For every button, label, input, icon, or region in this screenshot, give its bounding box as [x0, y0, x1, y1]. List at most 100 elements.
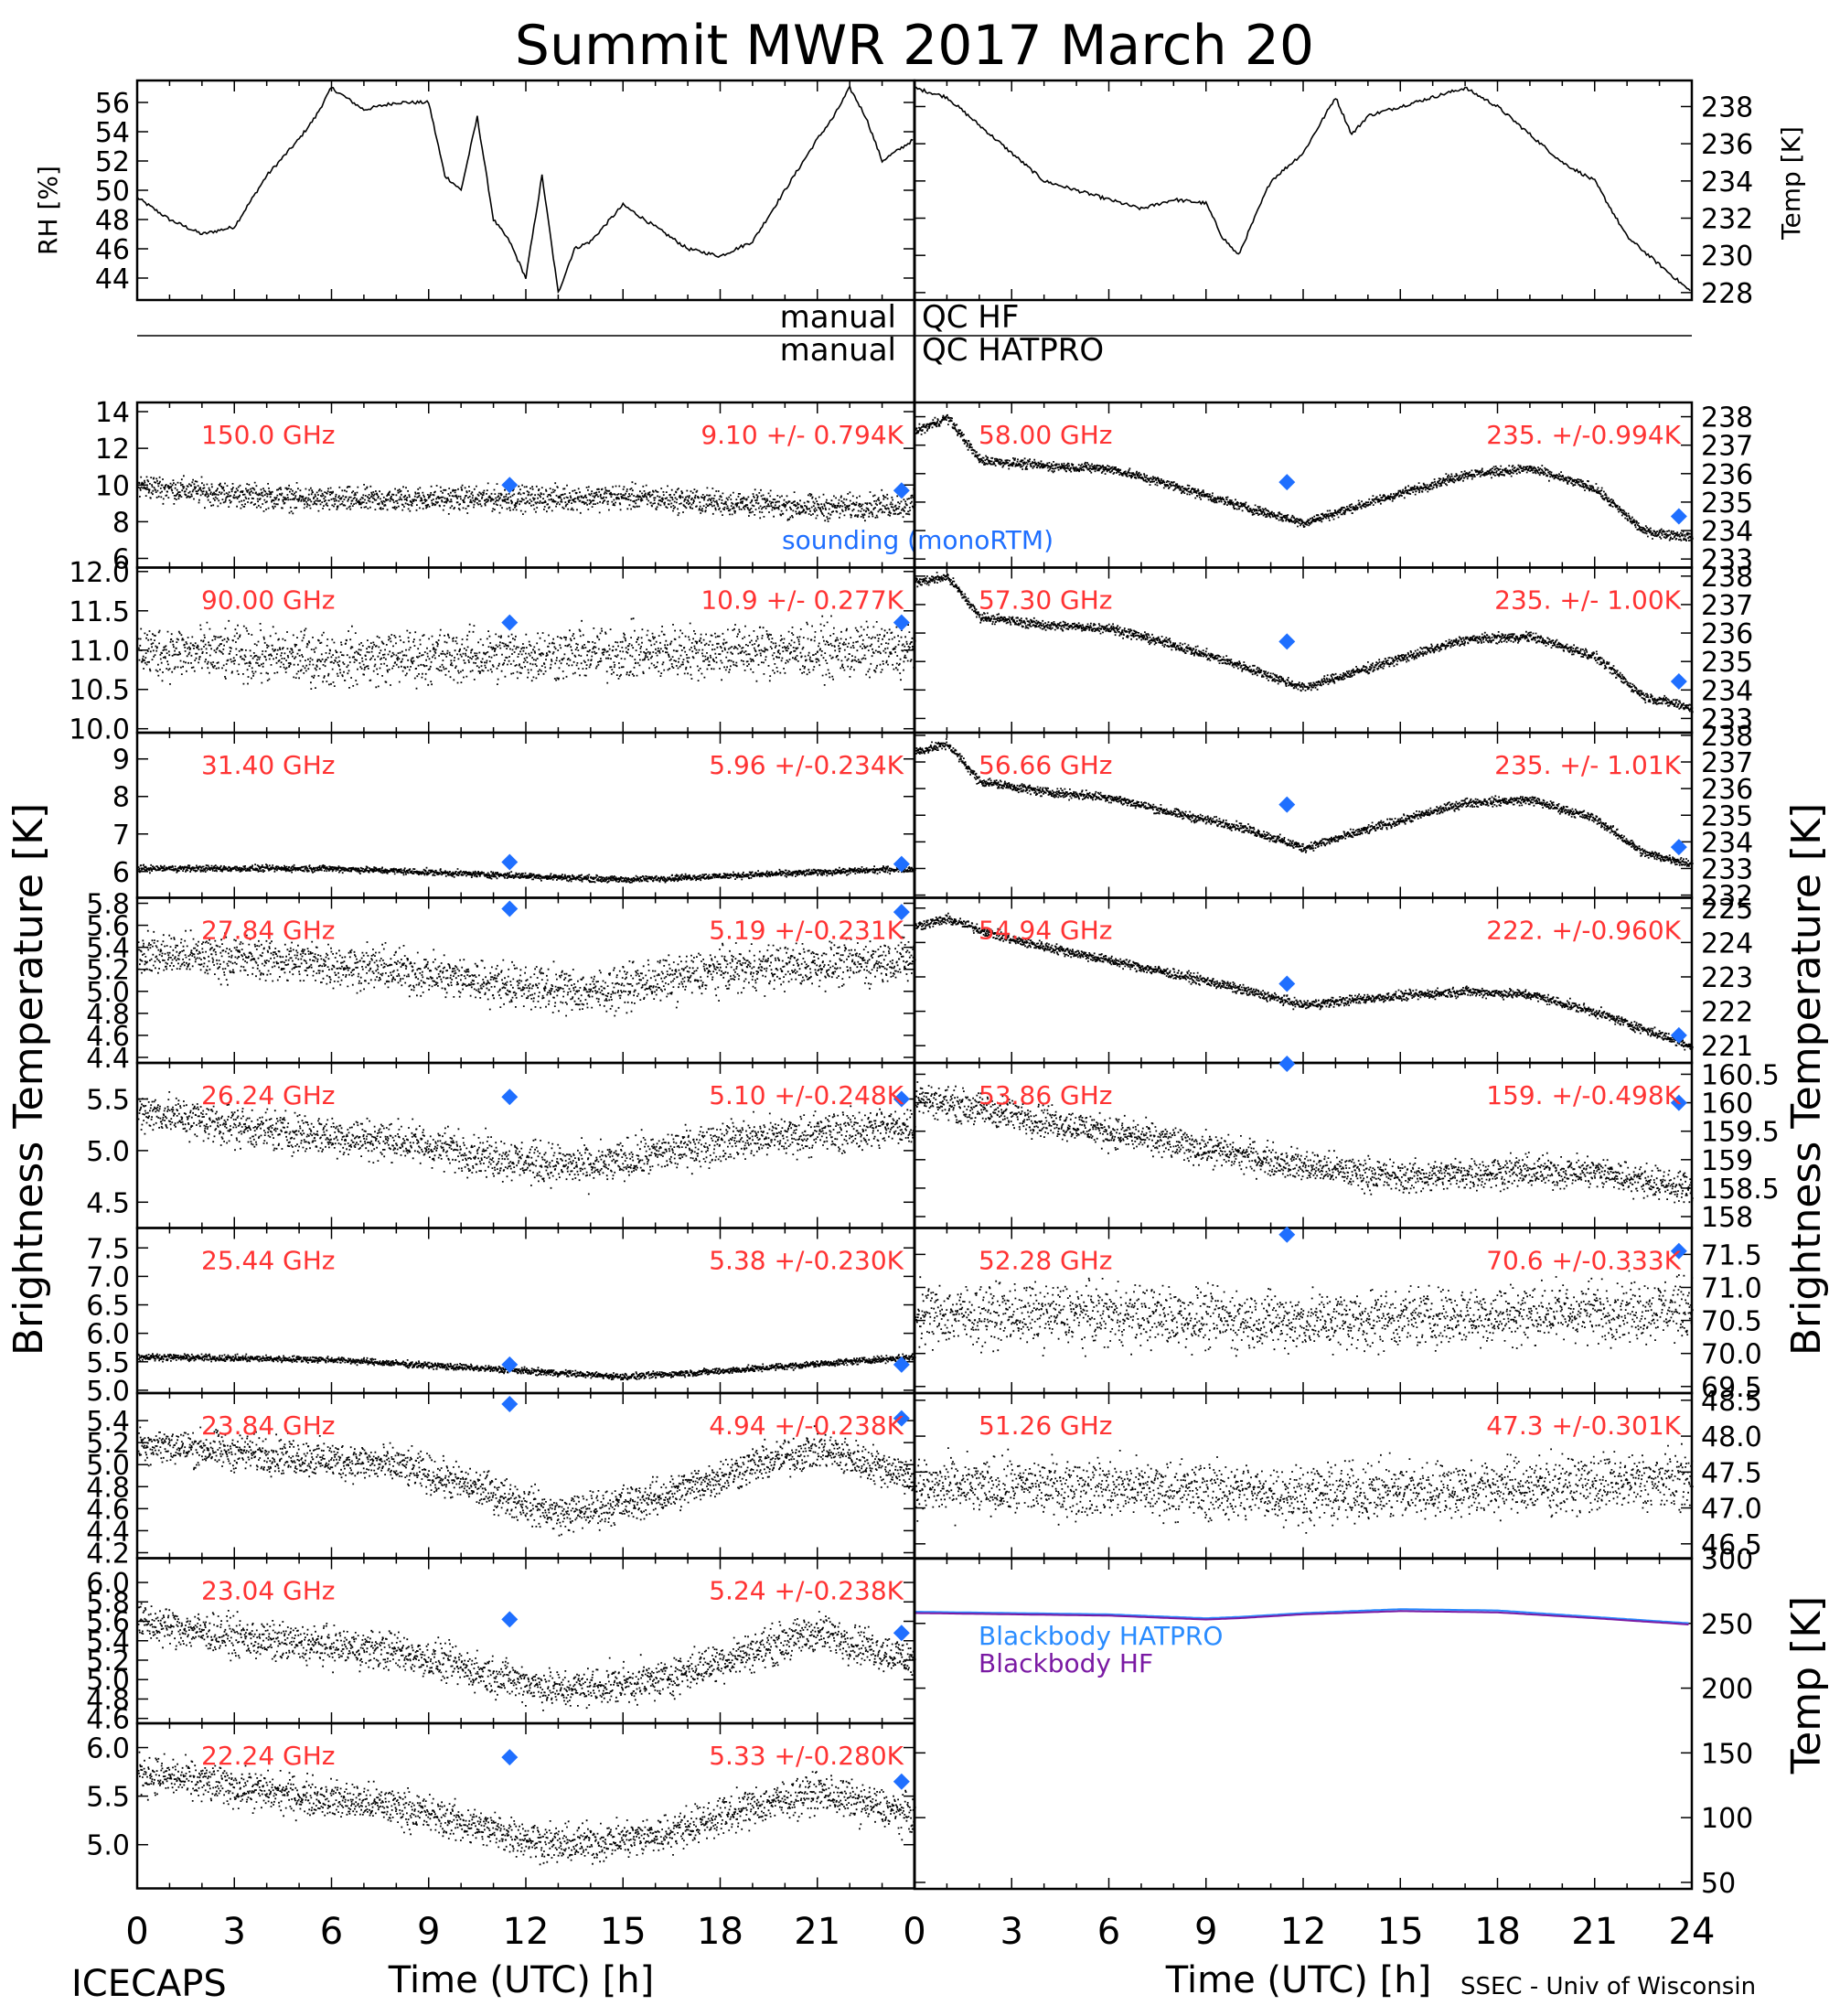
tb_9000-frequency-label: 90.00 GHz	[201, 585, 336, 616]
tb_5494-stat-label: 222. +/-0.960K	[1486, 916, 1681, 946]
x-tick-label-right: 3	[1000, 1911, 1023, 1953]
tb_2784-ytick-label: 5.6	[86, 911, 130, 943]
x-tick-label-right: 12	[1280, 1911, 1327, 1953]
tb_2784-ytick-label: 5.4	[86, 933, 130, 965]
tb_2224-sounding-marker	[501, 1749, 519, 1766]
blackbody-ytick-label: 50	[1701, 1868, 1736, 1900]
tb_2304-sounding-marker	[501, 1611, 519, 1628]
blackbody-series-0	[914, 1608, 1689, 1625]
tb_5386-stat-label: 159. +/-0.498K	[1486, 1080, 1681, 1110]
rh-ytick-label: 44	[95, 263, 130, 295]
tb-left-axis-label: Brightness Temperature [K]	[5, 803, 52, 1356]
blackbody-legend-1: Blackbody HF	[979, 1648, 1153, 1678]
tb_2384-ytick-label: 5.0	[86, 1450, 130, 1482]
x-tick-label-right: 6	[1097, 1911, 1120, 1953]
tb_3140-data-points	[137, 863, 916, 884]
tb_2384-ytick-label: 4.4	[86, 1516, 130, 1548]
tb_2224-data-points	[137, 1751, 916, 1866]
tb_2304-ytick-label: 5.4	[86, 1626, 130, 1658]
blackbody-series-1	[914, 1610, 1689, 1625]
tb_2544-ytick-label: 6.5	[86, 1291, 130, 1323]
tb_2544-stat-label: 5.38 +/-0.230K	[709, 1246, 904, 1276]
tb_150-ytick-label: 12	[95, 434, 130, 466]
blackbody-ytick-label: 100	[1701, 1803, 1753, 1835]
tb_2784-frequency-label: 27.84 GHz	[201, 916, 336, 946]
tb_5800-ytick-label: 236	[1701, 459, 1753, 491]
tb_5800-ytick-label: 234	[1701, 516, 1753, 548]
tb_5666-ytick-label: 234	[1701, 827, 1753, 859]
x-axis-label-left: Time (UTC) [h]	[388, 1959, 654, 2001]
blackbody-ytick-label: 200	[1701, 1674, 1753, 1706]
tb_5730-data-points	[914, 572, 1694, 713]
x-tick-label-left: 0	[125, 1911, 148, 1953]
tb_2544-ytick-label: 5.5	[86, 1347, 130, 1379]
tb_2304-ytick-label: 5.6	[86, 1607, 130, 1639]
tb_2304-ytick-label: 5.2	[86, 1646, 130, 1678]
tb_150-ytick-label: 14	[95, 397, 130, 429]
tb_5730-ytick-label: 237	[1701, 590, 1753, 622]
tb_2784-ytick-label: 5.8	[86, 889, 130, 921]
tb_9000-ytick-label: 11.0	[69, 636, 130, 668]
temp_top-ytick-label: 230	[1701, 241, 1753, 273]
tb_150-sounding-marker	[893, 482, 910, 499]
temp-top-axis-label: Temp [K]	[1776, 126, 1806, 241]
chart-title: Summit MWR 2017 March 20	[515, 14, 1314, 78]
tb_2624-frequency-label: 26.24 GHz	[201, 1080, 336, 1110]
tb_2784-ytick-label: 5.2	[86, 955, 130, 987]
tb_2384-ytick-label: 4.2	[86, 1538, 130, 1570]
tb_5800-ytick-label: 235	[1701, 488, 1753, 520]
rh-axis-label: RH [%]	[33, 166, 63, 255]
rh-ytick-label: 54	[95, 117, 130, 149]
tb_3140-sounding-marker	[501, 853, 519, 871]
qc-hf-left: manual	[780, 299, 896, 336]
tb_5228-ytick-label: 69.5	[1701, 1372, 1762, 1404]
footer-right: SSEC - Univ of Wisconsin	[1460, 1973, 1756, 2000]
tb_2384-ytick-label: 5.4	[86, 1406, 130, 1438]
x-tick-label-left: 21	[794, 1911, 840, 1953]
tb_5730-ytick-label: 238	[1701, 562, 1753, 594]
tb_5494-ytick-label: 223	[1701, 962, 1753, 994]
tb_2384-sounding-marker	[501, 1396, 519, 1413]
tb_5730-sounding-marker	[1278, 633, 1296, 650]
tb_2304-ytick-label: 5.0	[86, 1665, 130, 1697]
tb_5494-ytick-label: 224	[1701, 928, 1753, 960]
tb_5228-sounding-marker	[1670, 1242, 1687, 1260]
tb_2384-ytick-label: 5.2	[86, 1428, 130, 1460]
tb_2304-ytick-label: 5.8	[86, 1587, 130, 1619]
tb_2384-ytick-label: 4.8	[86, 1472, 130, 1504]
tb_5126-ytick-label: 46.5	[1701, 1529, 1762, 1561]
tb_3140-ytick-label: 7	[112, 820, 130, 852]
tb_2624-ytick-label: 4.5	[86, 1187, 130, 1219]
rh-frame	[135, 79, 916, 302]
blackbody-ytick-label: 300	[1701, 1544, 1753, 1576]
x-tick-label-left: 18	[697, 1911, 743, 1953]
tb_5126-ytick-label: 47.5	[1701, 1457, 1762, 1489]
tb_5666-frequency-label: 56.66 GHz	[979, 750, 1113, 780]
footer-left: ICECAPS	[71, 1963, 227, 2005]
tb_2544-ytick-label: 7.5	[86, 1233, 130, 1265]
x-tick-label-right: 18	[1474, 1911, 1521, 1953]
tb_2784-ytick-label: 4.6	[86, 1021, 130, 1053]
tb_3140-stat-label: 5.96 +/-0.234K	[709, 750, 904, 780]
blackbody-ytick-label: 250	[1701, 1609, 1753, 1641]
tb_5126-ytick-label: 48.0	[1701, 1421, 1762, 1453]
qc-hf-right: QC HF	[922, 299, 1019, 336]
tb_5228-ytick-label: 70.0	[1701, 1339, 1762, 1371]
tb_5386-ytick-label: 159.5	[1701, 1117, 1780, 1149]
tb_150-ytick-label: 6	[112, 543, 130, 575]
tb_2224-ytick-label: 6.0	[86, 1733, 130, 1765]
tb_9000-ytick-label: 12.0	[69, 557, 130, 589]
tb_2624-sounding-marker	[893, 1090, 910, 1108]
tb_5800-sounding-marker	[1670, 508, 1687, 525]
x-tick-label-left: 3	[223, 1911, 246, 1953]
tb_5386-ytick-label: 160	[1701, 1088, 1753, 1121]
tb_5386-ytick-label: 158	[1701, 1202, 1753, 1234]
rh-ytick-label: 50	[95, 176, 130, 208]
rh-ytick-label: 56	[95, 88, 130, 120]
tb_5494-ytick-label: 221	[1701, 1031, 1753, 1063]
tb_2304-ytick-label: 6.0	[86, 1568, 130, 1600]
rh-ytick-label: 48	[95, 205, 130, 237]
tb_5666-ytick-label: 236	[1701, 774, 1753, 806]
